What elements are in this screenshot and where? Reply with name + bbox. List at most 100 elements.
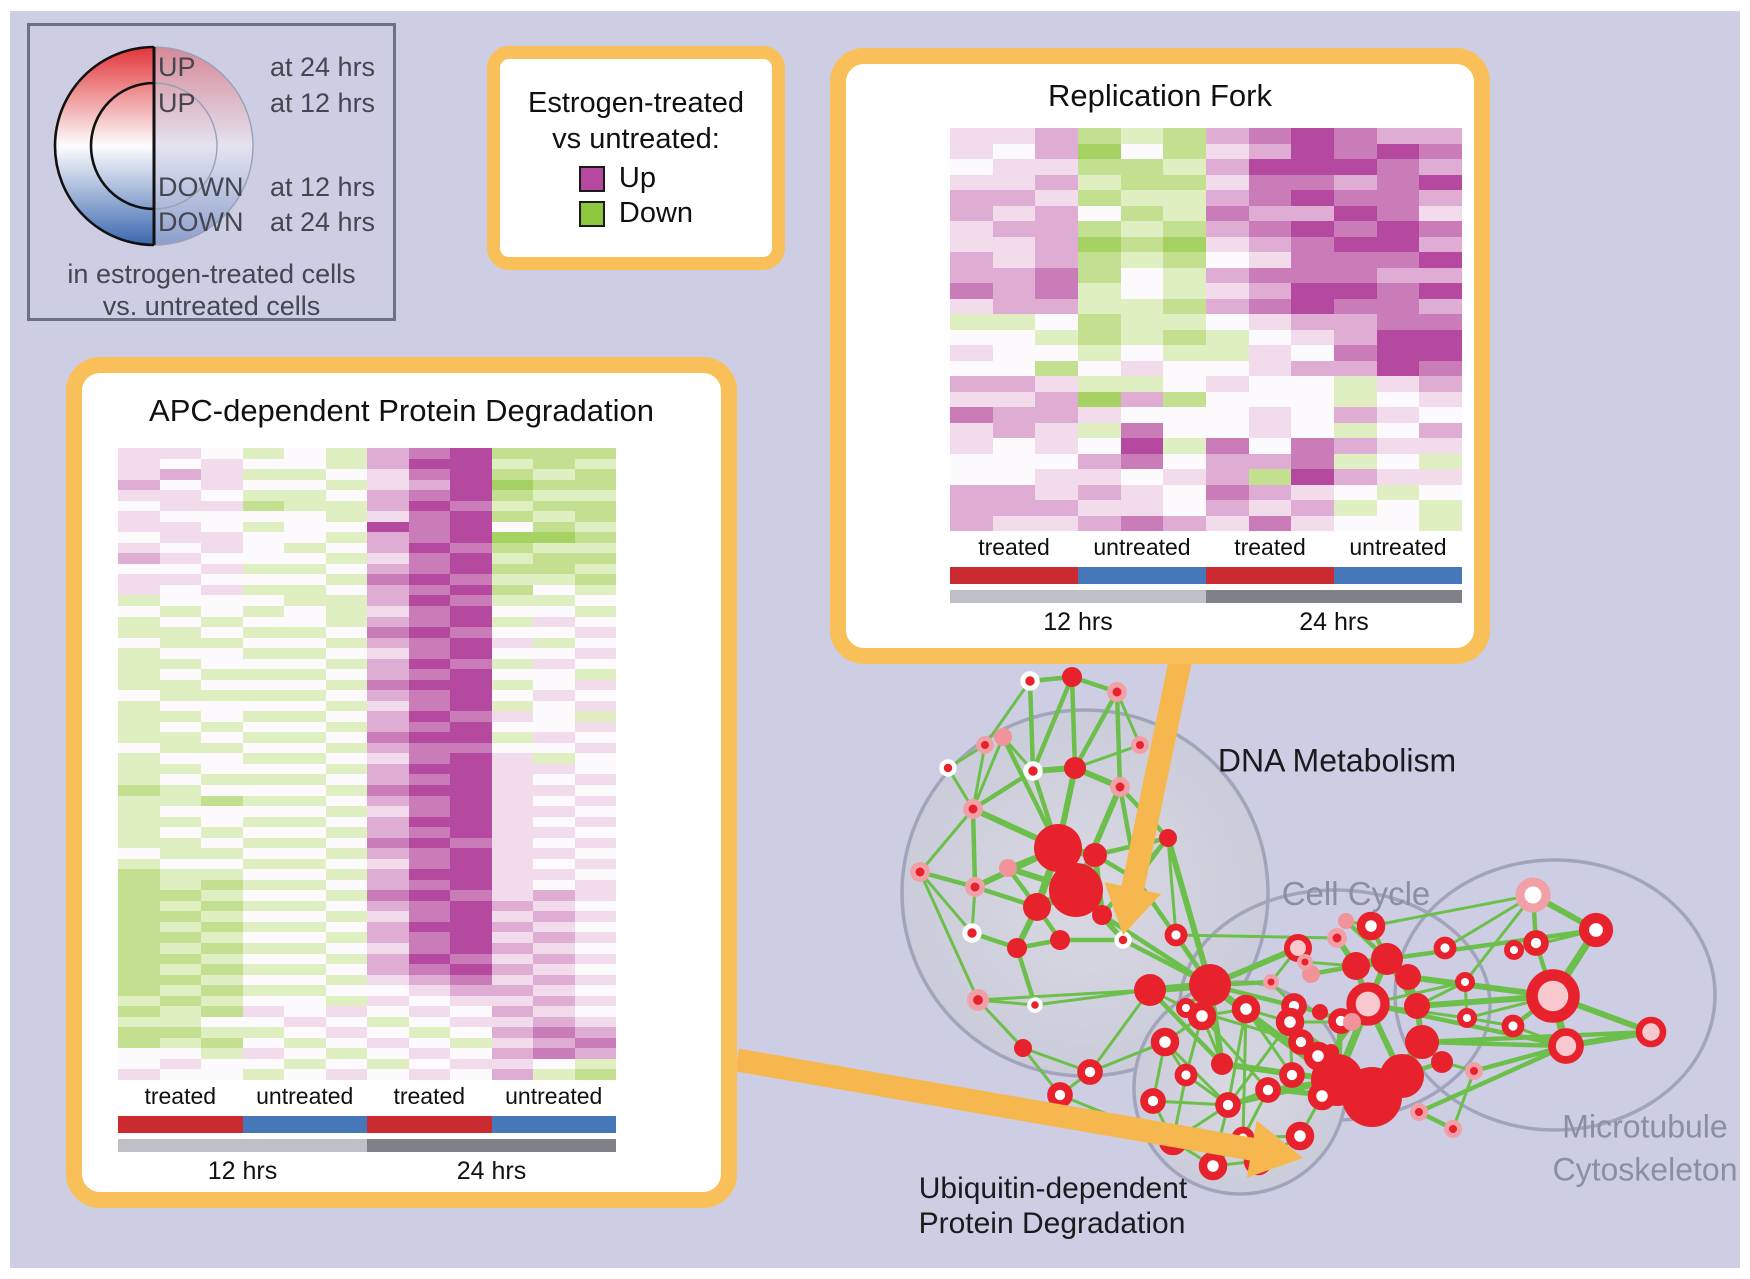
heatmap-cell — [450, 532, 492, 543]
heatmap-cell — [408, 637, 450, 649]
heatmap-cell — [491, 921, 533, 933]
heatmap-cell — [118, 721, 160, 733]
ring-legend-row: DOWN at 12 hrs — [158, 172, 375, 203]
heatmap-cell — [1248, 190, 1292, 206]
heatmap-row — [118, 1016, 616, 1028]
heatmap-cell — [367, 837, 409, 849]
heatmap-cell — [325, 721, 367, 733]
heatmap-row — [118, 827, 616, 838]
heatmap-cell — [1163, 360, 1207, 376]
heatmap-row — [118, 795, 616, 807]
heatmap-cell — [1419, 376, 1463, 392]
heatmap-cell — [491, 890, 533, 901]
heatmap-cell — [159, 900, 201, 912]
heatmap-cell — [1419, 298, 1463, 314]
heatmap-cell — [242, 742, 284, 754]
heatmap-row — [118, 1048, 616, 1059]
heatmap-cell — [201, 690, 243, 701]
heatmap-cell — [992, 174, 1036, 190]
heatmap-cell — [491, 584, 533, 596]
heatmap-cell — [1291, 128, 1335, 144]
heatmap-cell — [201, 553, 243, 564]
heatmap-cell — [367, 774, 409, 785]
heatmap-cell — [1163, 438, 1207, 454]
heatmap-cell — [574, 553, 616, 564]
heatmap-cell — [242, 806, 284, 817]
heatmap-cell — [1120, 314, 1164, 330]
heatmap-cell — [1078, 159, 1121, 175]
heatmap-cell — [118, 669, 160, 680]
heatmap-cell — [408, 500, 450, 512]
heatmap-cell — [408, 869, 450, 880]
heatmap-cell — [159, 490, 201, 501]
heatmap-cell — [1206, 205, 1249, 221]
heatmap-cell — [284, 911, 326, 922]
heatmap-cell — [201, 1027, 243, 1038]
heatmap-cell — [1376, 500, 1420, 516]
heatmap-cell — [118, 921, 160, 933]
heatmap-cell — [992, 484, 1036, 500]
heatmap-cell — [408, 932, 450, 943]
heatmap-cell — [574, 500, 616, 512]
heatmap-cell — [1206, 515, 1249, 531]
heatmap-cell — [408, 648, 450, 659]
heatmap-cell — [408, 879, 450, 891]
heatmap-cell — [533, 648, 575, 659]
heatmap-cell — [367, 669, 409, 680]
heatmap-cell — [242, 553, 284, 564]
heatmap-cell — [450, 521, 492, 533]
heatmap-cell — [242, 879, 284, 891]
heatmap-cell — [1334, 376, 1377, 392]
heatmap-cell — [284, 785, 326, 796]
heatmap-cell — [118, 964, 160, 975]
heatmap-cell — [159, 837, 201, 849]
heatmap-cell — [1078, 174, 1121, 190]
heatmap-row — [950, 469, 1463, 485]
heatmap-cell — [118, 605, 160, 617]
heatmap-cell — [201, 785, 243, 796]
heatmap-cell — [325, 953, 367, 965]
heatmap-cell — [1206, 345, 1249, 361]
heatmap-cell — [533, 795, 575, 807]
heatmap-cell — [1206, 329, 1249, 345]
heatmap-cell — [491, 627, 533, 638]
heatmap-cell — [1291, 267, 1335, 283]
group-label-untreated: untreated — [1093, 534, 1191, 560]
heatmap-cell — [574, 479, 616, 491]
heatmap-cell — [159, 985, 201, 996]
heatmap-cell — [159, 563, 201, 575]
heatmap-cell — [118, 511, 160, 522]
heatmap-cell — [159, 1058, 201, 1070]
heatmap-cell — [408, 785, 450, 796]
heatmap-cell — [533, 458, 575, 470]
heatmap-cell — [325, 616, 367, 628]
heatmap-cell — [992, 345, 1036, 361]
heatmap-cell — [1163, 128, 1207, 144]
heatmap-cell — [201, 627, 243, 638]
heatmap-cell — [118, 953, 160, 965]
heatmap-cell — [118, 974, 160, 986]
heatmap-cell — [1078, 298, 1121, 314]
heatmap-cell — [950, 159, 993, 175]
group-label-untreated: untreated — [505, 1083, 603, 1109]
heatmap-cell — [574, 837, 616, 849]
heatmap-cell — [118, 690, 160, 701]
heatmap-cell — [491, 490, 533, 501]
heatmap-cell — [533, 500, 575, 512]
heatmap-cell — [450, 732, 492, 743]
heatmap-cell — [1291, 407, 1335, 423]
heatmap-cell — [1120, 174, 1164, 190]
heatmap-cell — [408, 574, 450, 585]
heatmap-row — [118, 848, 616, 859]
heatmap-cell — [408, 827, 450, 838]
heatmap-cell — [1120, 469, 1164, 485]
heatmap-row — [118, 753, 616, 764]
heatmap-cell — [118, 542, 160, 554]
heatmap-cell — [367, 1006, 409, 1017]
heatmap-cell — [201, 795, 243, 807]
heatmap-cell — [1035, 360, 1079, 376]
heatmap-cell — [1120, 484, 1164, 500]
heatmap-cell — [950, 469, 993, 485]
heatmap-row — [118, 584, 616, 596]
heatmap-cell — [450, 1069, 492, 1080]
